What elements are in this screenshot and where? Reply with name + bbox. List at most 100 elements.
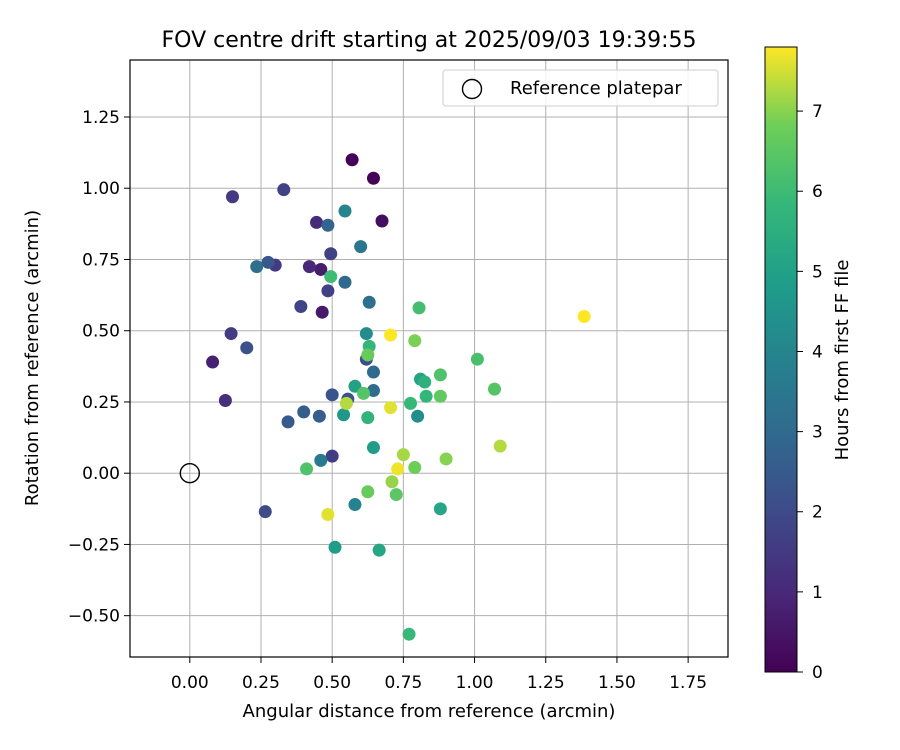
x-axis-label: Angular distance from reference (arcmin) <box>243 701 616 722</box>
scatter-point <box>294 299 308 313</box>
colorbar-tick-label: 6 <box>812 182 823 202</box>
scatter-point <box>281 415 295 429</box>
plot-area <box>130 60 728 657</box>
colorbar-tick-label: 1 <box>812 583 823 603</box>
x-tick-label: 1.50 <box>598 673 636 693</box>
scatter-point <box>396 448 410 462</box>
y-tick-label: 0.50 <box>82 322 120 342</box>
x-tick-label: 0.25 <box>242 673 280 693</box>
colorbar-tick-label: 3 <box>812 423 823 443</box>
scatter-point <box>297 405 311 419</box>
scatter-point <box>224 327 238 341</box>
colorbar-tick-label: 5 <box>812 262 823 282</box>
scatter-point <box>402 627 416 641</box>
scatter-point <box>389 488 403 502</box>
scatter-point <box>240 341 254 355</box>
scatter-point <box>250 260 264 274</box>
scatter-point <box>391 462 405 476</box>
legend-box <box>442 69 719 107</box>
scatter-point <box>433 389 447 403</box>
scatter-point <box>433 368 447 382</box>
colorbar-tick-label: 7 <box>812 102 823 122</box>
legend-marker-open-circle <box>461 78 483 100</box>
scatter-point <box>277 183 291 197</box>
scatter-point <box>359 327 373 341</box>
reference-marker-group <box>179 462 201 484</box>
y-axis-label: Rotation from reference (arcmin) <box>22 210 43 506</box>
scatter-point <box>439 452 453 466</box>
chart-title: FOV centre drift starting at 2025/09/03 … <box>162 28 697 53</box>
legend: Reference platepar <box>442 69 719 107</box>
scatter-point <box>418 375 432 389</box>
scatter-point <box>366 365 380 379</box>
scatter-point <box>314 262 328 276</box>
x-tick-label: 0.75 <box>384 673 422 693</box>
scatter-point <box>411 409 425 423</box>
scatter-point <box>321 508 335 522</box>
colorbar-tick-label: 0 <box>812 663 823 683</box>
scatter-point <box>338 204 352 218</box>
colorbar-gradient <box>764 46 798 673</box>
scatter-point <box>385 475 399 489</box>
scatter-point <box>419 389 433 403</box>
x-tick-label: 1.25 <box>527 673 565 693</box>
scatter-point <box>366 384 380 398</box>
scatter-point <box>315 305 329 319</box>
scatter-point <box>366 441 380 455</box>
scatter-point <box>258 505 272 519</box>
scatter-point <box>384 401 398 415</box>
scatter-point <box>470 352 484 366</box>
y-tick-label: 0.25 <box>82 393 120 413</box>
scatter-point <box>361 411 375 425</box>
y-tick-label: 1.25 <box>82 108 120 128</box>
scatter-point <box>300 462 314 476</box>
scatter-point <box>366 171 380 185</box>
scatter-point <box>328 540 342 554</box>
scatter-point <box>375 214 389 228</box>
scatter-point <box>361 348 375 362</box>
scatter-point <box>206 355 220 369</box>
scatter-point <box>321 218 335 232</box>
scatter-point <box>354 240 368 254</box>
scatter-point <box>339 396 353 410</box>
y-tick-label: −0.50 <box>68 607 120 627</box>
scatter-point <box>348 379 362 393</box>
scatter-point <box>577 309 591 323</box>
colorbar: 0 1 2 3 4 5 6 7 Hours from first FF file <box>764 46 853 683</box>
scatter-point <box>314 453 328 467</box>
scatter-point <box>345 153 359 167</box>
scatter-point <box>312 409 326 423</box>
scatter-point <box>361 485 375 499</box>
colorbar-ticks: 0 1 2 3 4 5 6 7 <box>797 102 823 683</box>
reference-platepar-marker <box>179 462 201 484</box>
colorbar-label: Hours from first FF file <box>832 260 853 461</box>
scatter-point <box>218 394 232 408</box>
scatter-point <box>408 460 422 474</box>
scatter-point <box>325 449 339 463</box>
scatter-point <box>226 190 240 204</box>
y-axis-ticks: −0.50 −0.25 0.00 0.25 0.50 0.75 1.00 1.25 <box>68 108 130 627</box>
scatter-point <box>261 255 275 269</box>
scatter-point <box>302 260 316 274</box>
scatter-point <box>408 334 422 348</box>
colorbar-tick-label: 2 <box>812 503 823 523</box>
scatter-point <box>384 328 398 342</box>
scatter-point <box>487 382 501 396</box>
colorbar-tick-label: 4 <box>812 342 823 362</box>
scatter-point <box>321 284 335 298</box>
scatter-point <box>403 396 417 410</box>
scatter-point <box>412 301 426 315</box>
x-tick-label: 0.50 <box>313 673 351 693</box>
scatter-point <box>357 386 371 400</box>
scatter-point <box>338 275 352 289</box>
scatter-point <box>493 439 507 453</box>
y-tick-label: 0.75 <box>82 250 120 270</box>
y-tick-label: 0.00 <box>82 464 120 484</box>
scatter-point <box>324 270 338 284</box>
scatter-point <box>362 295 376 309</box>
scatter-point <box>310 215 324 229</box>
scatter-point <box>372 543 386 557</box>
x-tick-label: 0.00 <box>171 673 209 693</box>
x-tick-label: 1.00 <box>456 673 494 693</box>
